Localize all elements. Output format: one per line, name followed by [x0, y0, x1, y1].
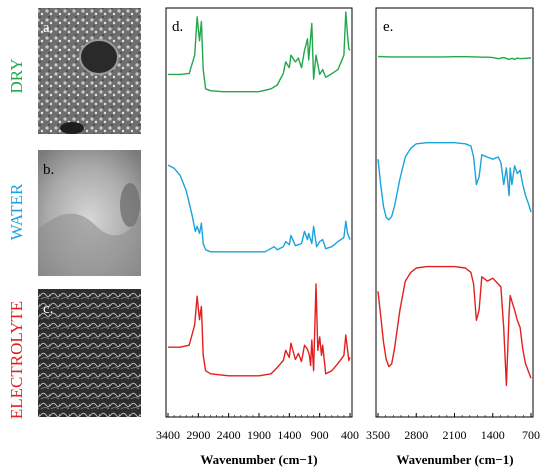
- panel-e-tick-label: 700: [522, 428, 540, 442]
- panel-d-tick-label: 1400: [277, 428, 301, 442]
- micrograph-label-c: c.: [43, 301, 53, 317]
- panel-d-tick-label: 900: [311, 428, 329, 442]
- panel-d-ticks: 3400 2900 2400 1900 1400 900 400: [156, 413, 359, 442]
- panel-e-tick-label: 1400: [481, 428, 505, 442]
- panel-e-xlabel: Wavenumber (cm−1): [396, 452, 513, 467]
- micrograph-c: c.: [38, 289, 141, 417]
- panel-e-plot: [377, 55, 532, 387]
- panel-d-tick-label: 2400: [217, 428, 241, 442]
- micrograph-a: a.: [38, 8, 141, 134]
- panel-d-series-2: [168, 283, 351, 377]
- panel-d-label: d.: [172, 19, 183, 35]
- micrograph-label-a: a.: [43, 20, 53, 36]
- panel-d-series-0: [168, 11, 351, 93]
- row-label-electrolyte: ELECTROLYTE: [7, 301, 26, 419]
- row-label-water: WATER: [7, 183, 26, 240]
- micrograph-label-b: b.: [43, 162, 54, 178]
- panel-d-plot: [167, 11, 351, 377]
- panel-d-tick-label: 400: [341, 428, 359, 442]
- panel-e-frame: [375, 7, 534, 418]
- micrograph-b: b.: [38, 150, 141, 276]
- panel-e-tick-label: 2100: [443, 428, 467, 442]
- panel-e-tick-label: 2800: [404, 428, 428, 442]
- panel-e-series-2: [377, 265, 532, 387]
- panel-d-tick-label: 1900: [247, 428, 271, 442]
- row-label-dry: DRY: [7, 59, 26, 94]
- panel-e-series-0: [377, 55, 532, 61]
- panel-d-xlabel: Wavenumber (cm−1): [200, 452, 317, 467]
- panel-d-tick-label: 2900: [186, 428, 210, 442]
- panel-e-tick-label: 3500: [366, 428, 390, 442]
- panel-e-ticks: 3500 2800 2100 1400 700: [366, 413, 540, 442]
- panel-e-series-1: [377, 141, 532, 221]
- panel-d-series-1: [167, 164, 351, 253]
- panel-d-tick-label: 3400: [156, 428, 180, 442]
- panel-e-label: e.: [383, 19, 393, 35]
